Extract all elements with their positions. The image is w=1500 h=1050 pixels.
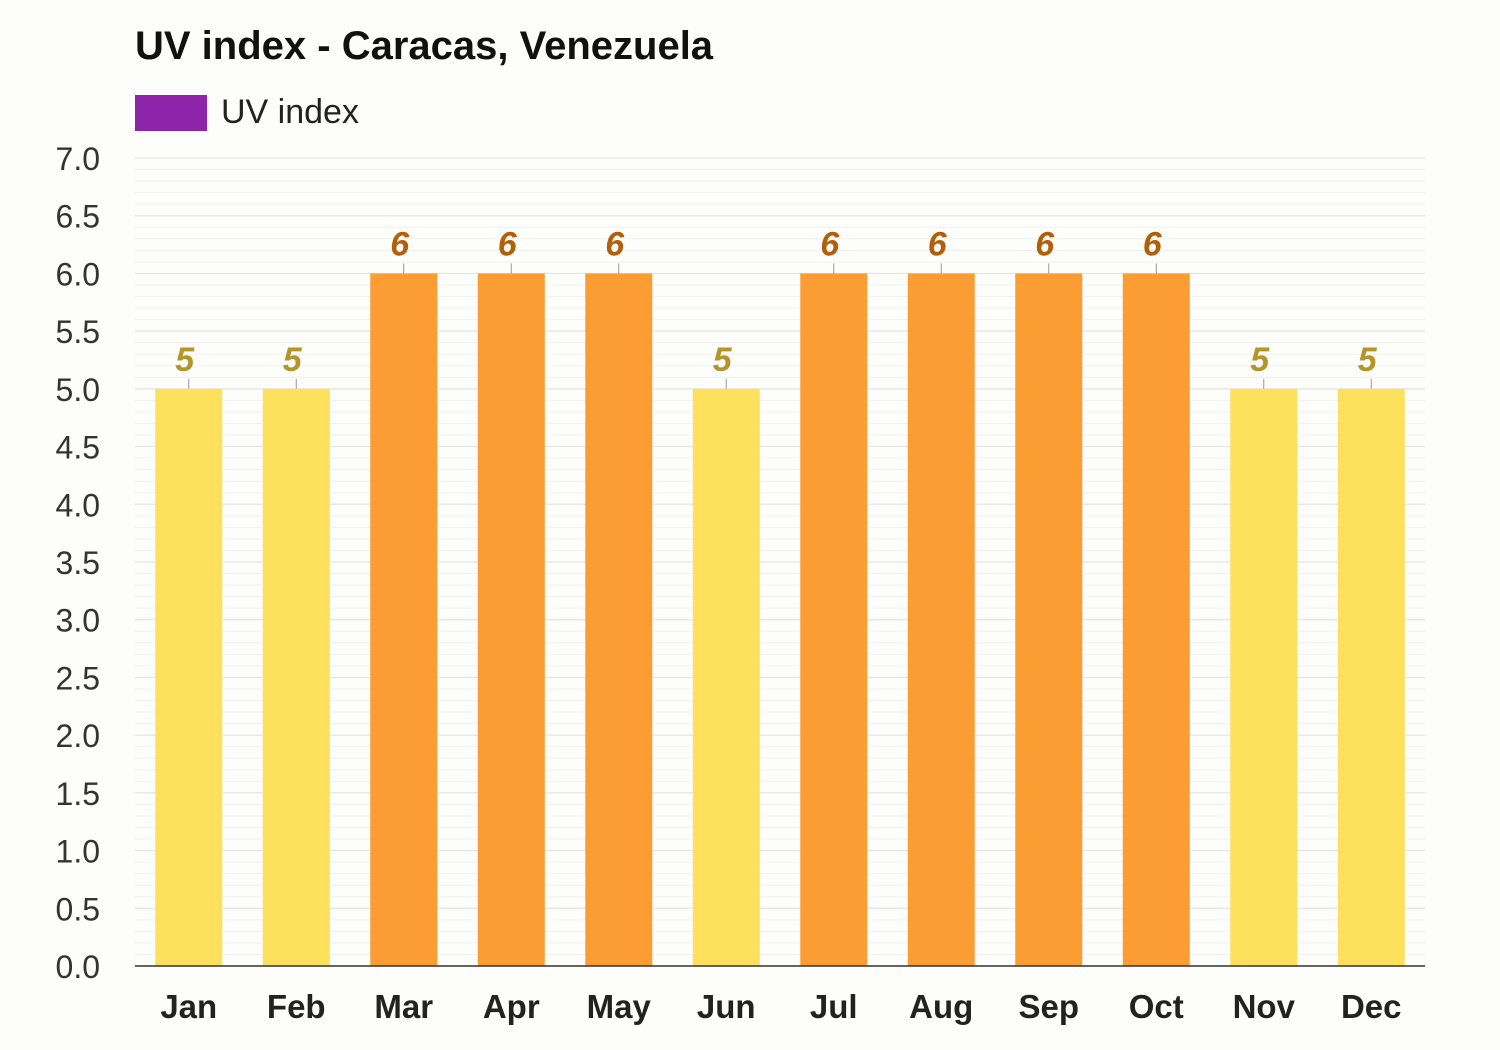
bar-jul[interactable] <box>800 273 868 966</box>
bar-apr[interactable] <box>477 273 545 966</box>
y-tick-label: 5.5 <box>56 314 100 350</box>
data-label: 5 <box>1250 341 1270 379</box>
data-label: 6 <box>498 225 518 263</box>
y-tick-label: 4.0 <box>56 487 100 523</box>
y-tick-label: 0.5 <box>56 891 100 927</box>
x-axis: Jan Feb Mar Apr May Jun Jul Aug Sep Oct Nov Dec <box>160 988 1401 1025</box>
data-label: 6 <box>605 225 625 263</box>
y-tick-label: 3.5 <box>56 545 100 581</box>
bar-jan[interactable] <box>155 388 223 966</box>
bar-aug[interactable] <box>907 273 975 966</box>
bar-jun[interactable] <box>692 388 760 966</box>
y-tick-label: 6.5 <box>56 199 100 235</box>
bar-mar[interactable] <box>370 273 438 966</box>
data-label: 5 <box>175 341 195 379</box>
data-label: 6 <box>390 225 410 263</box>
data-label: 5 <box>283 341 303 379</box>
x-tick-label: Jun <box>697 988 756 1025</box>
y-tick-label: 6.0 <box>56 256 100 292</box>
bar-dec[interactable] <box>1337 388 1405 966</box>
bars <box>155 273 1405 966</box>
y-tick-label: 2.0 <box>56 718 100 754</box>
y-tick-label: 5.0 <box>56 372 100 408</box>
y-tick-label: 4.5 <box>56 430 100 466</box>
y-tick-label: 1.5 <box>56 776 100 812</box>
bar-nov[interactable] <box>1230 388 1298 966</box>
data-labels: 5 5 6 6 6 5 6 6 6 6 5 5 <box>175 225 1378 389</box>
y-tick-label: 3.0 <box>56 603 100 639</box>
y-axis: 0.0 0.5 1.0 1.5 2.0 2.5 3.0 3.5 4.0 4.5 5.0 5.5 6.0 6… <box>56 141 100 985</box>
y-tick-label: 7.0 <box>56 141 100 177</box>
x-tick-label: Aug <box>909 988 973 1025</box>
x-tick-label: Nov <box>1233 988 1296 1025</box>
x-tick-label: Oct <box>1129 988 1184 1025</box>
x-tick-label: May <box>587 988 652 1025</box>
legend[interactable]: UV index <box>135 93 359 132</box>
x-tick-label: Jul <box>810 988 858 1025</box>
legend-label: UV index <box>221 93 359 131</box>
legend-swatch <box>135 94 207 131</box>
data-label: 6 <box>928 225 948 263</box>
chart-title: UV index - Caracas, Venezuela <box>135 24 714 68</box>
data-label: 6 <box>1035 225 1055 263</box>
bar-may[interactable] <box>585 273 653 966</box>
grid <box>135 157 1425 967</box>
bar-sep[interactable] <box>1015 273 1083 966</box>
x-tick-label: Dec <box>1341 988 1402 1025</box>
x-tick-label: Jan <box>160 988 217 1025</box>
bar-feb[interactable] <box>262 388 330 966</box>
y-tick-label: 0.0 <box>56 949 100 985</box>
x-tick-label: Mar <box>374 988 433 1025</box>
data-label: 5 <box>713 341 733 379</box>
y-tick-label: 2.5 <box>56 660 100 696</box>
x-tick-label: Sep <box>1018 988 1079 1025</box>
x-tick-label: Apr <box>483 988 540 1025</box>
bar-oct[interactable] <box>1122 273 1190 966</box>
data-label: 6 <box>1143 225 1163 263</box>
data-label: 5 <box>1358 341 1378 379</box>
data-label: 6 <box>820 225 840 263</box>
x-tick-label: Feb <box>267 988 326 1025</box>
y-tick-label: 1.0 <box>56 834 100 870</box>
